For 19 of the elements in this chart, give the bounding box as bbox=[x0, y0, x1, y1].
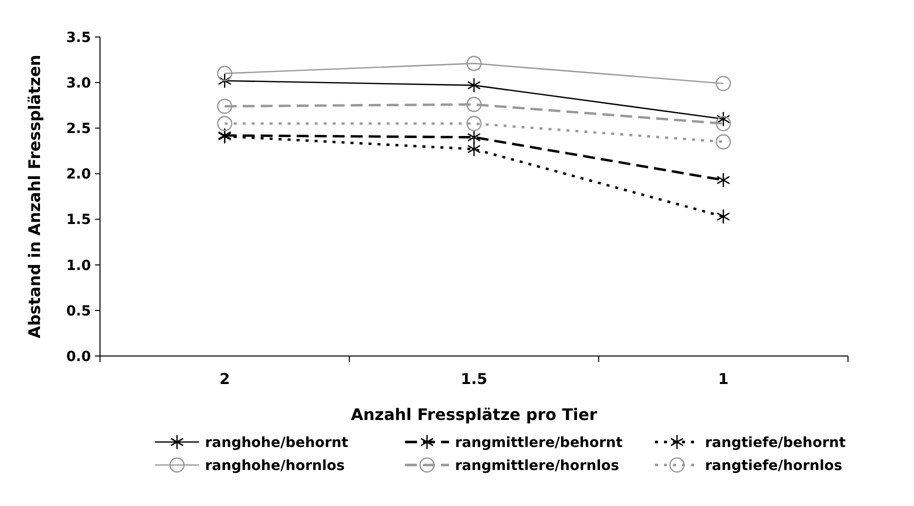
y-tick-label: 0.0 bbox=[66, 348, 92, 365]
y-tick-label: 3.0 bbox=[66, 75, 92, 92]
y-tick-label: 3.5 bbox=[66, 30, 91, 46]
legend-label: rangmittlere/hornlos bbox=[455, 458, 620, 474]
x-tick-label: 1.5 bbox=[460, 370, 488, 388]
legend-label: rangtiefe/hornlos bbox=[705, 458, 842, 474]
y-tick-label: 0.5 bbox=[66, 303, 91, 320]
x-tick-label: 1 bbox=[718, 370, 729, 388]
y-tick-label: 1.0 bbox=[66, 258, 92, 274]
y-axis-title: Abstand in Anzahl Fressplätzen bbox=[25, 54, 44, 338]
legend-label: ranghohe/behornt bbox=[205, 434, 348, 451]
y-tick-label: 2.0 bbox=[66, 166, 92, 183]
y-tick-label: 2.5 bbox=[66, 121, 91, 138]
x-axis-title: Anzahl Fressplätze pro Tier bbox=[350, 405, 598, 424]
legend-label: rangmittlere/behornt bbox=[455, 434, 623, 451]
legend-label: rangtiefe/behornt bbox=[705, 434, 846, 451]
y-tick-label: 1.5 bbox=[66, 212, 91, 228]
legend-label: ranghohe/hornlos bbox=[205, 458, 345, 474]
x-tick-label: 2 bbox=[219, 370, 230, 388]
